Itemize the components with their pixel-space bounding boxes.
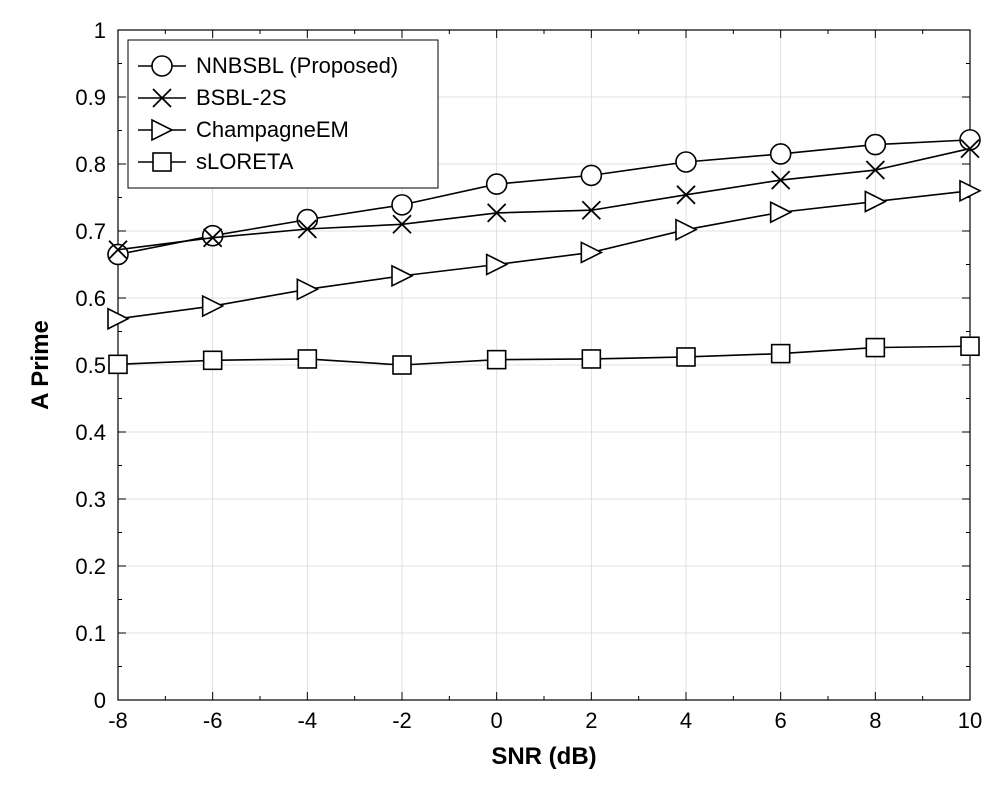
square-marker-icon bbox=[772, 345, 790, 363]
legend-label: sLORETA bbox=[196, 149, 294, 174]
xtick-label: 8 bbox=[869, 708, 881, 733]
square-marker-icon bbox=[866, 339, 884, 357]
square-marker-icon bbox=[488, 351, 506, 369]
square-marker-icon bbox=[582, 350, 600, 368]
ytick-label: 0.2 bbox=[75, 554, 106, 579]
square-marker-icon bbox=[393, 356, 411, 374]
circle-marker-icon bbox=[108, 244, 128, 264]
xtick-label: 6 bbox=[775, 708, 787, 733]
ytick-label: 0 bbox=[94, 688, 106, 713]
chart-container: -8 -6 -4 -2 0 2 4 6 8 10 0 0.1 0.2 0.3 0.4 0.5 0.6 0.7 0.8… bbox=[0, 0, 1000, 803]
circle-marker-icon bbox=[865, 135, 885, 155]
line-chart: -8 -6 -4 -2 0 2 4 6 8 10 0 0.1 0.2 0.3 0.4 0.5 0.6 0.7 0.8… bbox=[0, 0, 1000, 803]
x-axis-label: SNR (dB) bbox=[491, 743, 596, 770]
circle-marker-icon bbox=[487, 174, 507, 194]
ytick-label: 0.6 bbox=[75, 286, 106, 311]
ytick-label: 0.9 bbox=[75, 85, 106, 110]
legend-label: NNBSBL (Proposed) bbox=[196, 53, 398, 78]
legend-label: ChampagneEM bbox=[196, 117, 349, 142]
square-marker-icon bbox=[677, 348, 695, 366]
ytick-label: 0.8 bbox=[75, 152, 106, 177]
ytick-label: 1 bbox=[94, 18, 106, 43]
square-marker-icon bbox=[153, 153, 171, 171]
xtick-label: -2 bbox=[392, 708, 412, 733]
ytick-label: 0.4 bbox=[75, 420, 106, 445]
circle-marker-icon bbox=[392, 195, 412, 215]
circle-marker-icon bbox=[960, 130, 980, 150]
circle-marker-icon bbox=[152, 56, 172, 76]
xtick-label: -4 bbox=[298, 708, 318, 733]
square-marker-icon bbox=[109, 355, 127, 373]
circle-marker-icon bbox=[771, 144, 791, 164]
ytick-label: 0.3 bbox=[75, 487, 106, 512]
xtick-label: 10 bbox=[958, 708, 982, 733]
ytick-label: 0.1 bbox=[75, 621, 106, 646]
circle-marker-icon bbox=[203, 226, 223, 246]
legend-label: BSBL-2S bbox=[196, 85, 287, 110]
y-axis-label: A Prime bbox=[27, 320, 54, 410]
xtick-label: 0 bbox=[491, 708, 503, 733]
ytick-label: 0.7 bbox=[75, 219, 106, 244]
xtick-label: 2 bbox=[585, 708, 597, 733]
circle-marker-icon bbox=[581, 165, 601, 185]
legend: NNBSBL (Proposed) BSBL-2S ChampagneEM sLORE… bbox=[128, 40, 438, 188]
xtick-label: -8 bbox=[108, 708, 128, 733]
xtick-label: -6 bbox=[203, 708, 223, 733]
ytick-label: 0.5 bbox=[75, 353, 106, 378]
square-marker-icon bbox=[298, 350, 316, 368]
xtick-label: 4 bbox=[680, 708, 692, 733]
circle-marker-icon bbox=[297, 210, 317, 230]
square-marker-icon bbox=[204, 351, 222, 369]
circle-marker-icon bbox=[676, 152, 696, 172]
square-marker-icon bbox=[961, 337, 979, 355]
